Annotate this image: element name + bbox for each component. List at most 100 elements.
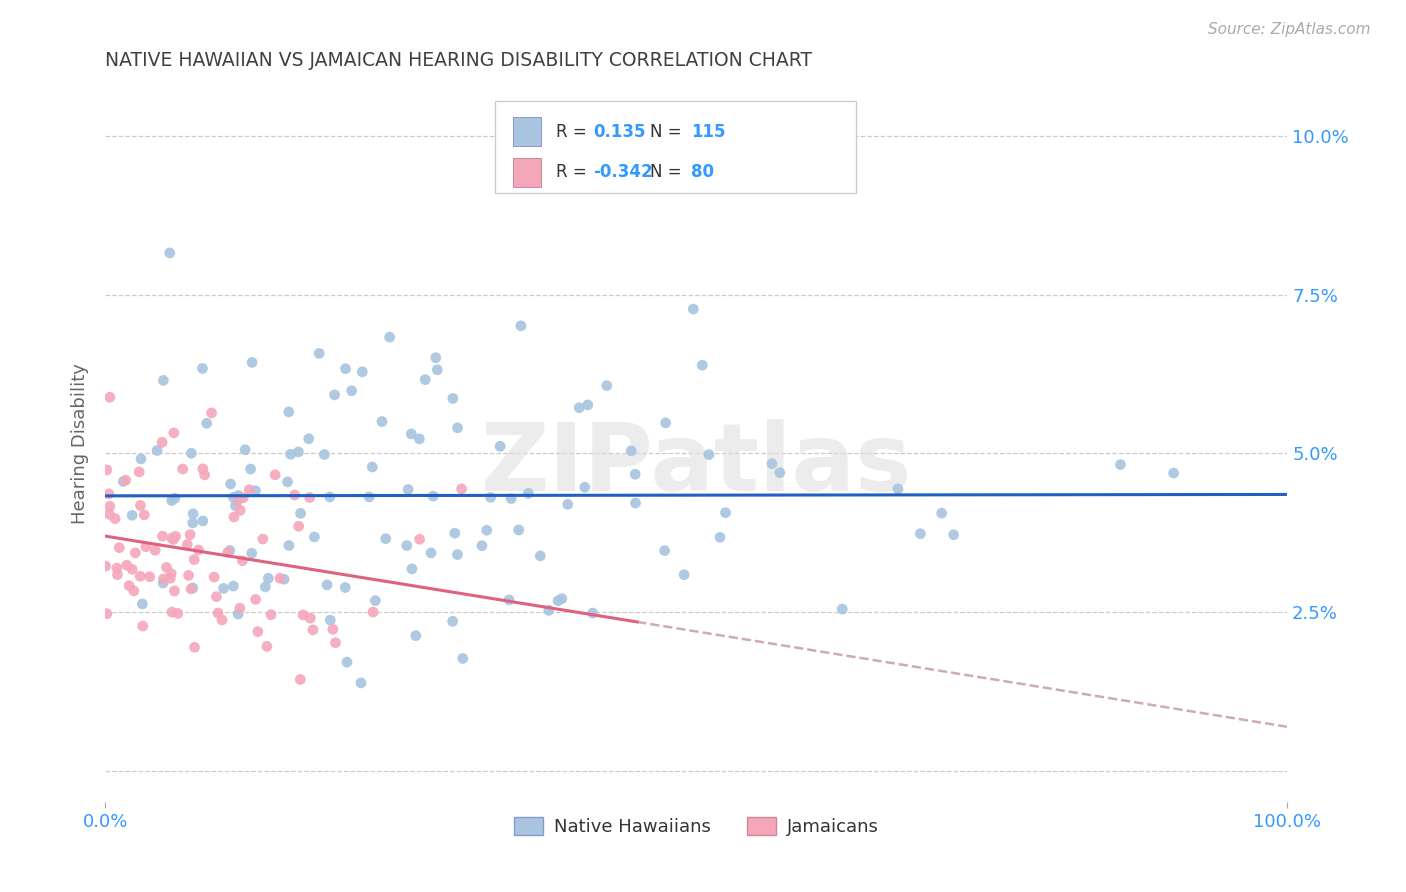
Point — [179, 527, 201, 541]
Point — [98, 390, 121, 404]
Point — [202, 570, 225, 584]
Point — [537, 603, 560, 617]
Point — [322, 622, 344, 636]
Point — [420, 546, 443, 560]
Point — [129, 569, 152, 583]
Text: R =: R = — [555, 163, 592, 181]
Point — [446, 548, 468, 562]
Point — [323, 388, 346, 402]
Point — [118, 579, 141, 593]
Point — [290, 673, 312, 687]
Point — [654, 543, 676, 558]
Point — [479, 491, 502, 505]
Point — [162, 533, 184, 547]
Point — [425, 351, 447, 365]
Point — [350, 676, 373, 690]
Point — [441, 392, 464, 406]
Point — [138, 569, 160, 583]
Point — [240, 355, 263, 369]
Point — [191, 462, 214, 476]
Point — [682, 301, 704, 316]
Point — [624, 467, 647, 482]
Point — [143, 543, 166, 558]
Point — [831, 602, 853, 616]
Point — [152, 373, 174, 387]
Point — [529, 549, 551, 563]
Point — [159, 571, 181, 585]
Text: R =: R = — [555, 122, 592, 141]
Text: N =: N = — [650, 122, 688, 141]
Point — [319, 613, 342, 627]
Point — [155, 560, 177, 574]
Point — [226, 607, 249, 621]
Point — [277, 405, 299, 419]
Point — [761, 457, 783, 471]
Text: Source: ZipAtlas.com: Source: ZipAtlas.com — [1208, 22, 1371, 37]
Point — [124, 546, 146, 560]
Point — [316, 578, 339, 592]
Point — [361, 605, 384, 619]
Point — [501, 491, 523, 506]
Point — [252, 532, 274, 546]
Point — [620, 443, 643, 458]
Point — [1163, 466, 1185, 480]
Point — [489, 439, 512, 453]
Point — [557, 497, 579, 511]
Point — [284, 488, 307, 502]
Point — [166, 607, 188, 621]
Point — [183, 640, 205, 655]
Point — [222, 579, 245, 593]
Point — [910, 526, 932, 541]
Point — [191, 514, 214, 528]
Point — [304, 530, 326, 544]
Point — [260, 607, 283, 622]
Point — [340, 384, 363, 398]
Text: 80: 80 — [692, 163, 714, 181]
Point — [121, 508, 143, 523]
Point — [374, 532, 396, 546]
Point — [361, 459, 384, 474]
FancyBboxPatch shape — [495, 101, 856, 193]
Point — [163, 425, 186, 440]
Point — [308, 346, 330, 360]
Point — [426, 363, 449, 377]
Point — [517, 486, 540, 500]
Point — [314, 448, 336, 462]
Point — [187, 543, 209, 558]
Point — [336, 655, 359, 669]
Point — [239, 462, 262, 476]
Text: -0.342: -0.342 — [593, 163, 652, 181]
Text: 115: 115 — [692, 122, 725, 141]
Point — [181, 516, 204, 530]
Point — [160, 605, 183, 619]
Point — [172, 462, 194, 476]
Point — [1109, 458, 1132, 472]
Point — [257, 571, 280, 585]
Point — [134, 508, 156, 522]
Point — [131, 597, 153, 611]
Point — [231, 554, 253, 568]
Point — [292, 607, 315, 622]
Point — [596, 378, 619, 392]
Point — [378, 330, 401, 344]
Point — [98, 508, 121, 522]
Point — [576, 398, 599, 412]
Point — [217, 545, 239, 559]
Point — [319, 490, 342, 504]
Point — [690, 358, 713, 372]
Point — [422, 489, 444, 503]
Point — [240, 546, 263, 560]
Point — [159, 246, 181, 260]
Point — [443, 526, 465, 541]
Point — [150, 435, 173, 450]
Point — [219, 477, 242, 491]
Point — [180, 446, 202, 460]
Point — [207, 606, 229, 620]
Point — [121, 562, 143, 576]
Point — [450, 482, 472, 496]
Text: N =: N = — [650, 163, 688, 181]
Point — [211, 613, 233, 627]
Point — [401, 426, 423, 441]
Point — [325, 636, 347, 650]
Point — [574, 480, 596, 494]
